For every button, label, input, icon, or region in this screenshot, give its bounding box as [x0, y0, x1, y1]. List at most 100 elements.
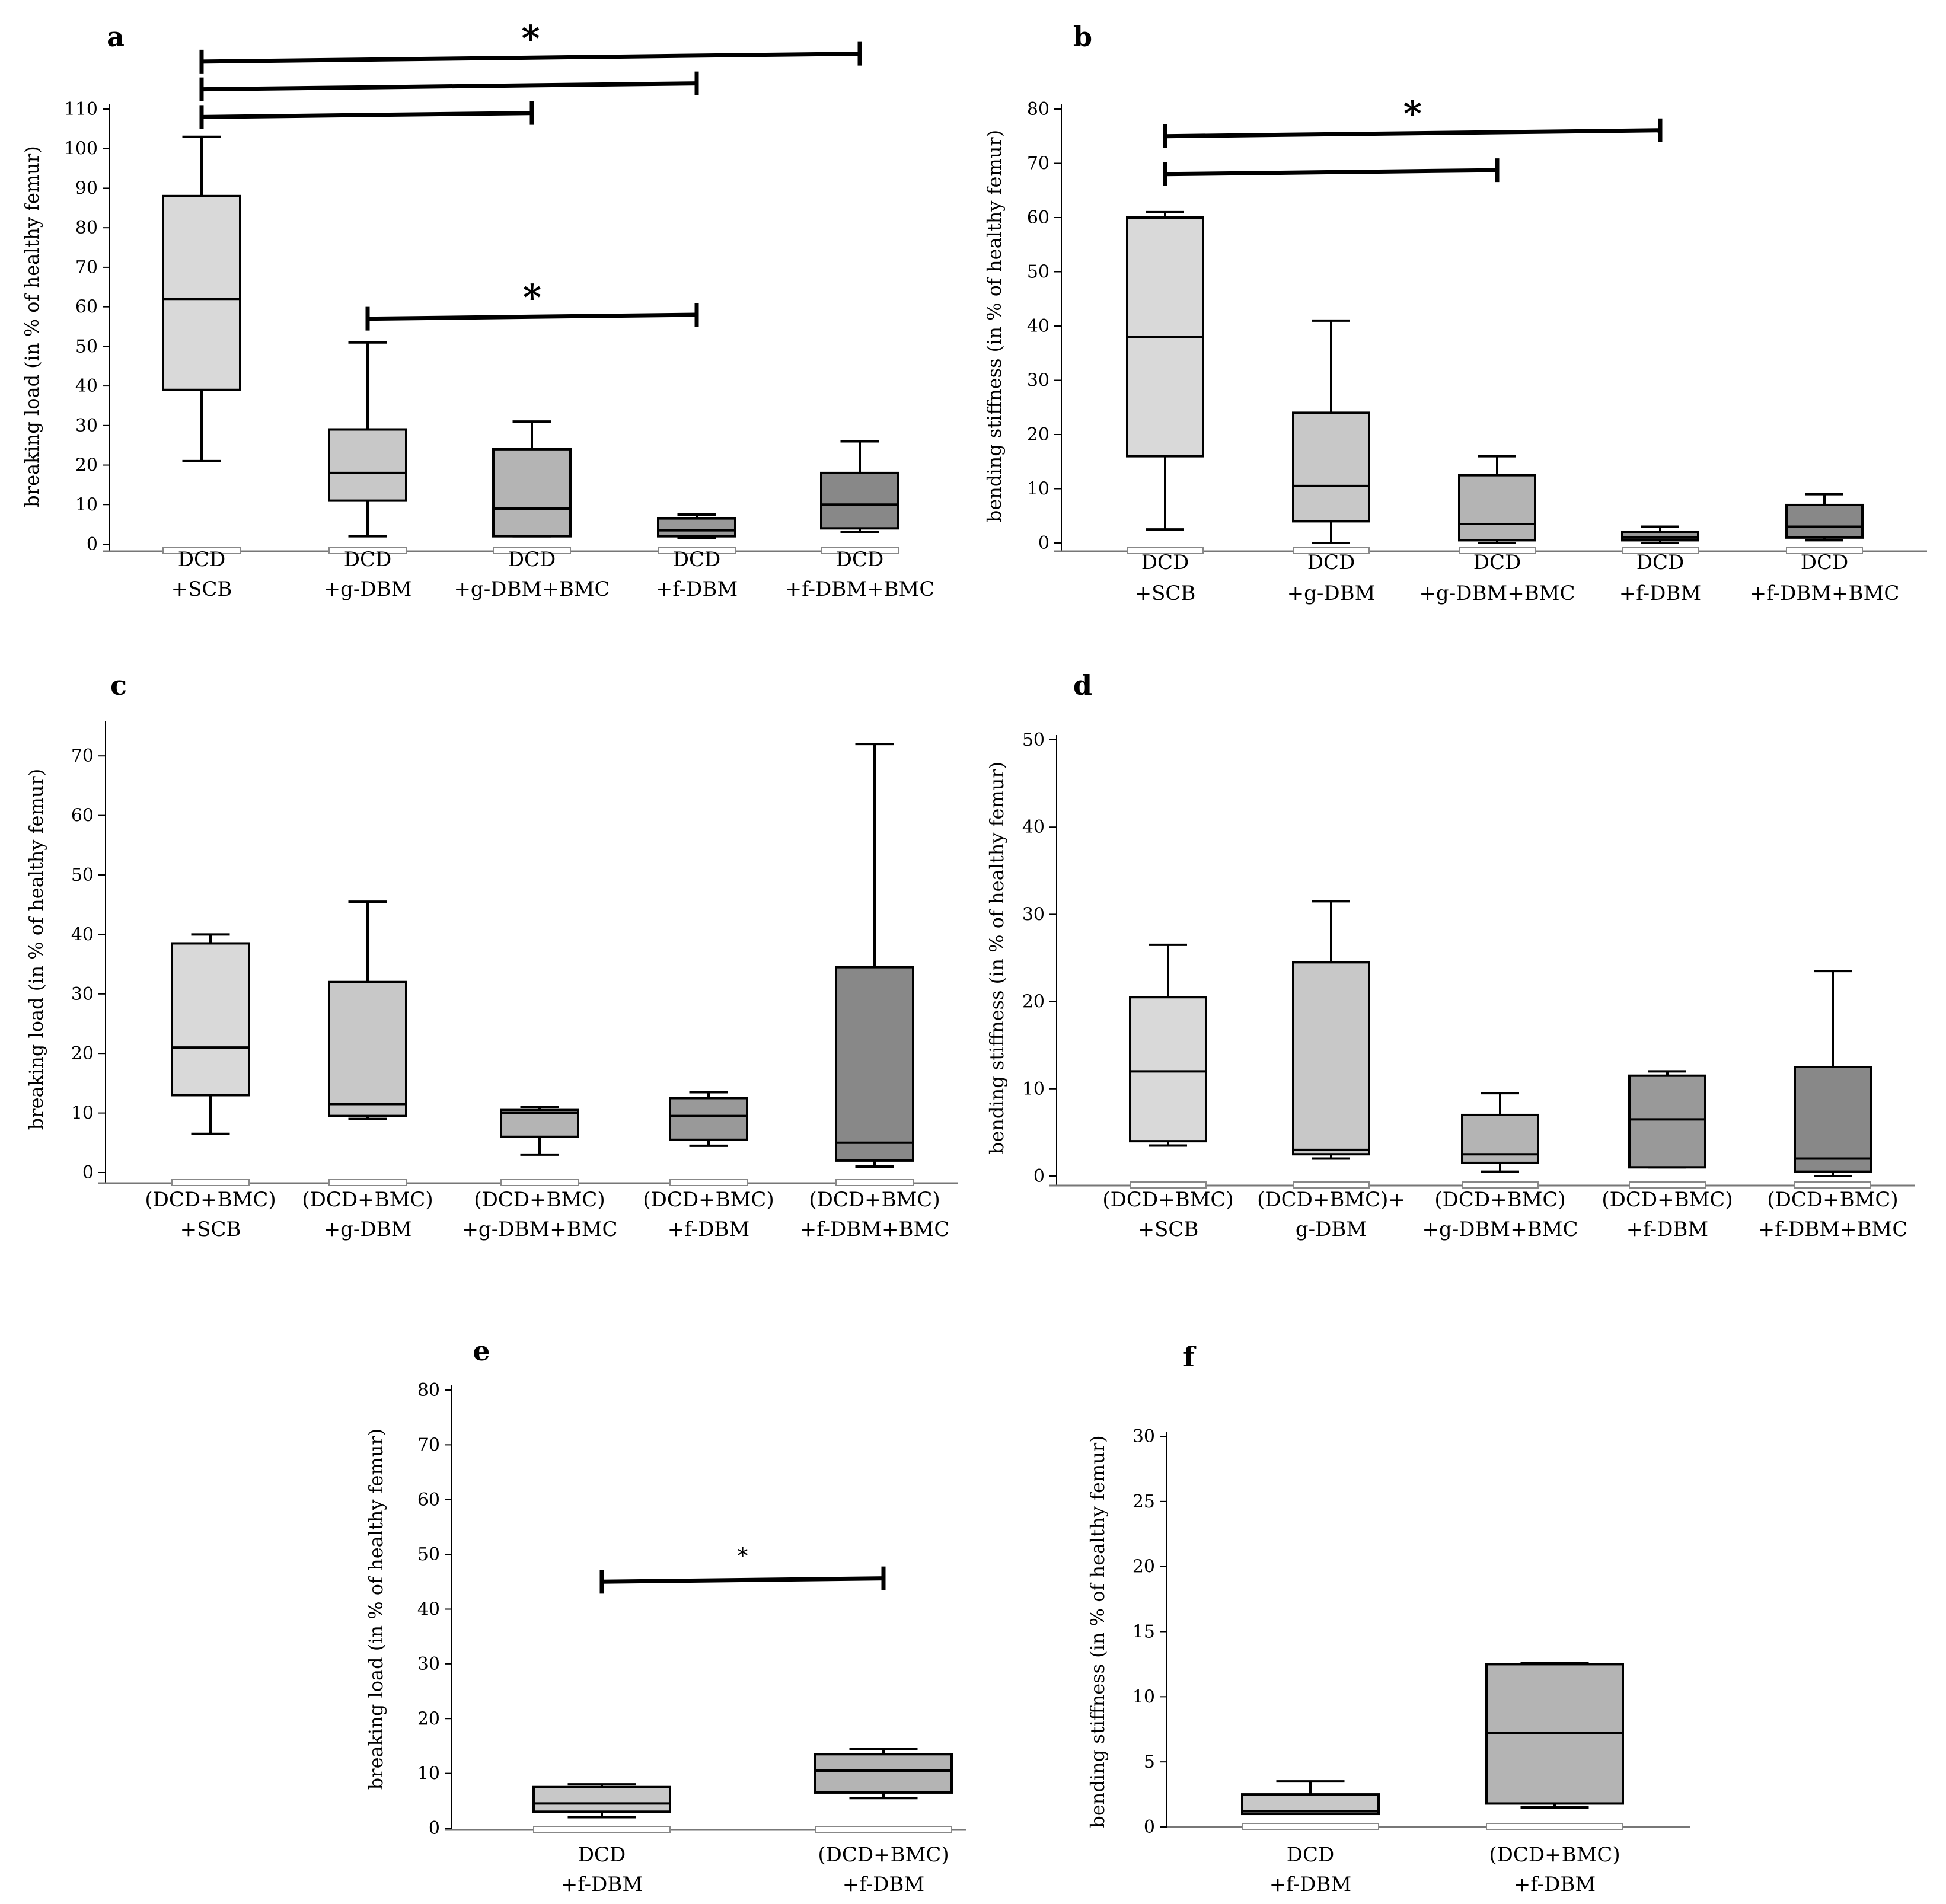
iqr-box [492, 448, 572, 538]
x-category-label: DCD [578, 1843, 626, 1867]
category-marker [1486, 1823, 1623, 1830]
y-tick-label: 60 [417, 1490, 440, 1510]
y-tick-label: 5 [1144, 1752, 1155, 1772]
x-category-label: +f-DBM [1514, 1873, 1596, 1896]
y-tick-label: 40 [71, 924, 94, 945]
y-tick-label: 50 [71, 865, 94, 886]
y-tick-label: 20 [1022, 992, 1045, 1012]
category-marker [493, 547, 571, 554]
box-1 [1126, 210, 1204, 554]
box-5 [820, 440, 899, 554]
y-tick-label: 0 [1144, 1817, 1155, 1838]
box-3 [500, 1106, 579, 1186]
x-category-label: DCD [836, 548, 884, 571]
x-category-label: +f-DBM [561, 1873, 643, 1896]
category-marker [821, 547, 899, 554]
chart-panel-d: d 0 10 20 30 40 50 bending stiffness (in % of h… [985, 669, 1915, 1241]
significance-label: * [1403, 94, 1422, 135]
y-tick-label: 30 [417, 1654, 440, 1675]
box-2 [1292, 319, 1370, 554]
significance-bar [1165, 128, 1661, 139]
chart-panel-e: e 0 10 20 30 40 50 60 70 80 breaking load (in % of… [365, 1335, 966, 1896]
y-tick-label: 70 [1027, 154, 1049, 174]
box-5 [835, 743, 914, 1186]
significance-bar [201, 81, 697, 92]
y-tick-label: 80 [1027, 99, 1049, 120]
x-category-label: DCD [1801, 551, 1849, 574]
box-4 [1628, 1070, 1706, 1189]
y-tick-label: 10 [1132, 1686, 1155, 1707]
iqr-box [500, 1108, 579, 1138]
x-category-label: +g-DBM [324, 1218, 412, 1241]
box-2 [1292, 900, 1370, 1189]
panel-letter: a [107, 21, 125, 53]
y-tick-label: 40 [417, 1599, 440, 1620]
y-tick-label: 60 [75, 297, 98, 318]
iqr-box [1794, 1066, 1872, 1173]
chart-panel-b: b 0 10 20 30 40 50 60 70 80 bending stiffness (in … [983, 21, 1927, 605]
iqr-box [1292, 961, 1370, 1156]
box-2 [1485, 1662, 1624, 1830]
x-category-label: (DCD+BMC) [1434, 1188, 1565, 1212]
x-category-label: (DCD+BMC) [1489, 1843, 1620, 1867]
category-marker [658, 547, 736, 554]
significance-bar [201, 52, 860, 64]
y-tick-label: 30 [1022, 904, 1045, 925]
y-tick-label: 60 [71, 806, 94, 826]
y-tick-label: 30 [1027, 370, 1049, 391]
box-5 [1785, 493, 1864, 554]
x-category-label: DCD [508, 548, 556, 571]
x-category-label: (DCD+BMC) [1102, 1188, 1233, 1212]
y-tick-label: 20 [417, 1708, 440, 1729]
category-marker [533, 1826, 671, 1833]
iqr-box [328, 980, 407, 1117]
y-tick-label: 10 [71, 1103, 94, 1124]
iqr-box [1129, 996, 1207, 1143]
iqr-box [532, 1785, 671, 1813]
y-tick-label: 0 [1033, 1166, 1045, 1187]
category-marker [171, 1179, 250, 1186]
x-category-label: +f-DBM+BMC [1758, 1218, 1908, 1241]
iqr-box [1458, 474, 1536, 542]
x-category-label: +SCB [180, 1218, 241, 1241]
x-category-label: +g-DBM+BMC [1422, 1218, 1578, 1241]
x-category-label: +g-DBM+BMC [454, 577, 610, 601]
y-tick-label: 50 [417, 1544, 440, 1565]
category-marker [1293, 547, 1370, 554]
y-tick-label: 25 [1132, 1491, 1155, 1512]
x-category-label: DCD [1307, 551, 1355, 574]
significance-bar [601, 1576, 884, 1584]
y-tick-label: 80 [417, 1380, 440, 1401]
box-3 [1461, 1092, 1539, 1189]
panel-letter: d [1073, 669, 1092, 701]
iqr-box [328, 428, 407, 502]
y-tick-label: 30 [1132, 1426, 1155, 1447]
category-marker [1459, 547, 1536, 554]
y-tick-label: 10 [1022, 1079, 1045, 1100]
iqr-box [814, 1753, 953, 1794]
iqr-box [669, 1097, 748, 1141]
box-2 [328, 900, 407, 1186]
y-tick-label: 70 [75, 257, 98, 278]
y-tick-label: 50 [1027, 262, 1049, 283]
y-tick-label: 0 [82, 1162, 94, 1183]
y-axis-label: breaking load (in % of healthy femur) [25, 769, 47, 1130]
significance-label: * [521, 18, 540, 59]
category-marker [1293, 1181, 1370, 1189]
category-marker [1629, 1181, 1706, 1189]
y-tick-label: 20 [1132, 1557, 1155, 1577]
box-2 [814, 1748, 953, 1833]
x-category-label: (DCD+BMC) [145, 1188, 276, 1212]
panel-letter: b [1073, 21, 1092, 53]
x-category-label: DCD [673, 548, 721, 571]
box-2 [328, 341, 407, 554]
category-marker [1462, 1181, 1539, 1189]
significance-bar [1165, 168, 1498, 177]
y-axis-label: bending stiffness (in % of healthy femur… [985, 762, 1008, 1154]
y-tick-label: 0 [87, 534, 98, 555]
iqr-box [1785, 503, 1864, 539]
category-marker [328, 1179, 407, 1186]
x-category-label: (DCD+BMC)+ [1257, 1188, 1405, 1212]
box-1 [1241, 1780, 1380, 1830]
